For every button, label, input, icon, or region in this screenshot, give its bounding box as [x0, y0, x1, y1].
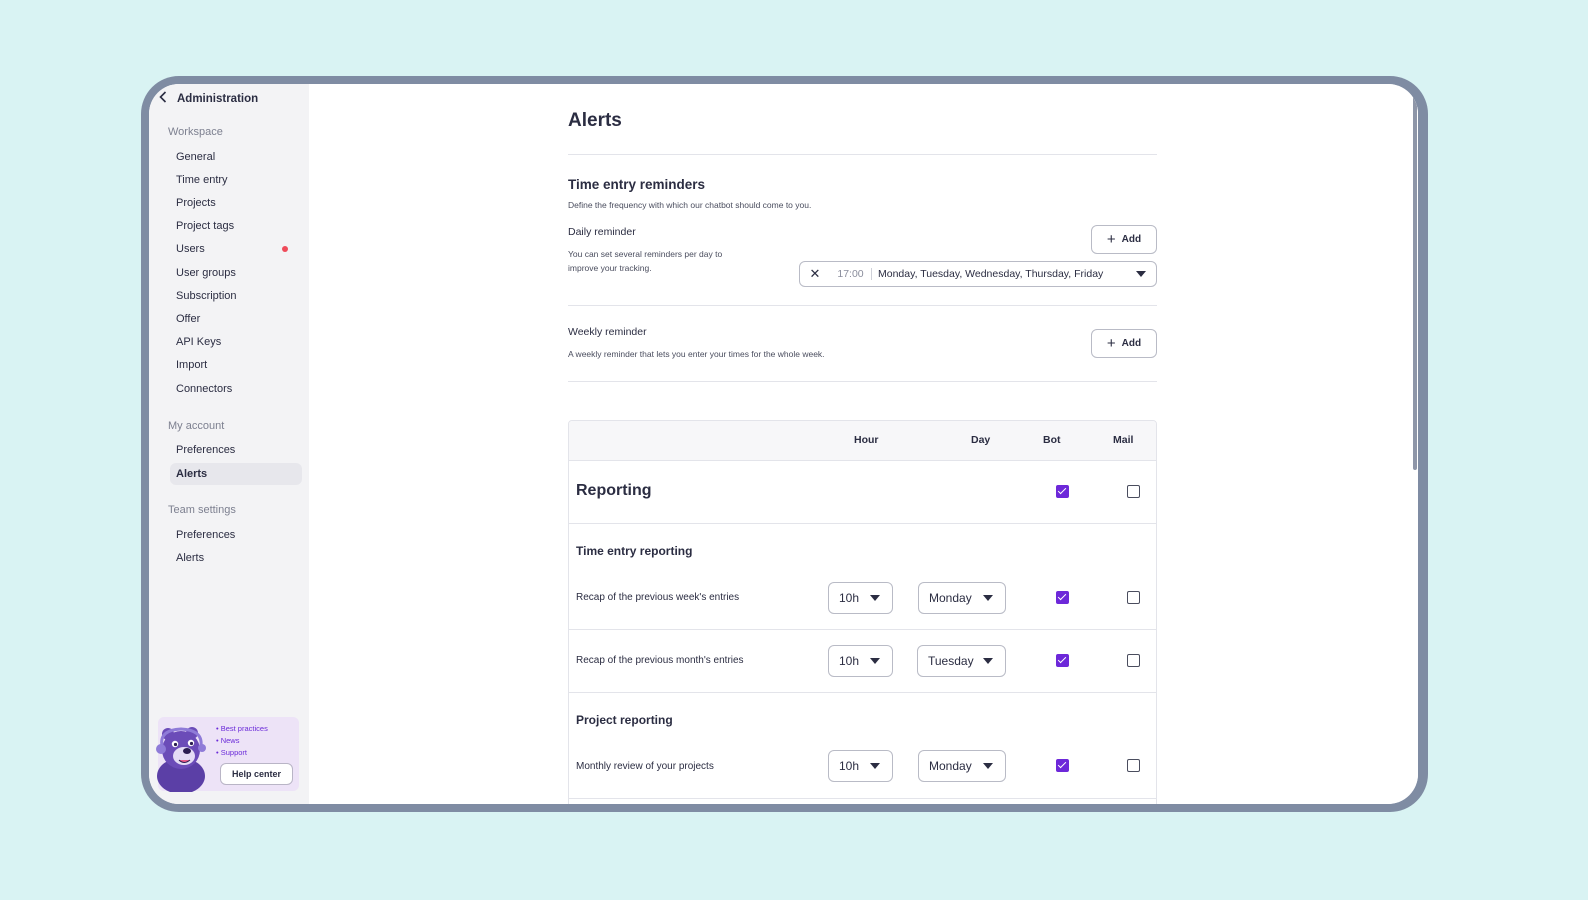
sidebar: Administration Workspace General Time en…	[149, 84, 309, 804]
column-hour: Hour	[854, 434, 879, 446]
chevron-down-icon	[983, 763, 993, 769]
day-select[interactable]: Tuesday	[917, 645, 1006, 677]
hour-select[interactable]: 10h	[828, 645, 893, 677]
sidebar-item-subscription[interactable]: Subscription	[176, 290, 237, 302]
device-frame: Administration Workspace General Time en…	[141, 76, 1428, 812]
group-title: Project reporting	[576, 713, 673, 727]
section-workspace: Workspace	[168, 126, 223, 138]
day-value: Tuesday	[928, 654, 974, 668]
chevron-down-icon[interactable]	[1126, 271, 1156, 277]
hour-select[interactable]: 10h	[828, 582, 893, 614]
section-team-settings: Team settings	[168, 504, 236, 516]
reminders-title: Time entry reminders	[568, 177, 706, 192]
table-row: Time entry reporting Recap of the previo…	[569, 524, 1156, 630]
back-label: Administration	[177, 92, 259, 105]
table-row: Project reporting Monthly review of your…	[569, 693, 1156, 799]
sidebar-item-team-alerts[interactable]: Alerts	[176, 552, 205, 564]
notification-dot	[282, 246, 288, 252]
main-content: Alerts Time entry reminders Define the f…	[309, 84, 1418, 804]
chevron-down-icon	[983, 658, 993, 664]
alerts-table: Hour Day Bot Mail Reporting Time entry r…	[568, 420, 1157, 804]
help-center-button[interactable]: Help center	[220, 763, 293, 785]
sidebar-item-api-keys[interactable]: API Keys	[176, 336, 222, 348]
reminder-time[interactable]: 17:00	[830, 268, 872, 280]
daily-reminder-desc-1: You can set several reminders per day to	[568, 249, 723, 259]
mail-checkbox[interactable]	[1127, 591, 1140, 604]
weekly-reminder-label: Weekly reminder	[568, 326, 647, 338]
help-link-best-practices[interactable]: Best practices	[216, 723, 268, 735]
plus-icon: +	[1106, 231, 1116, 248]
daily-reminder-entry[interactable]: ✕ 17:00 Monday, Tuesday, Wednesday, Thur…	[799, 261, 1157, 287]
sidebar-item-offer[interactable]: Offer	[176, 313, 201, 325]
reminders-subtitle: Define the frequency with which our chat…	[568, 200, 812, 210]
section-my-account: My account	[168, 420, 225, 432]
back-to-administration[interactable]: Administration	[159, 91, 258, 106]
day-select[interactable]: Monday	[918, 582, 1006, 614]
page-title: Alerts	[568, 110, 622, 131]
mail-checkbox[interactable]	[1127, 654, 1140, 667]
reporting-bot-checkbox[interactable]	[1056, 485, 1069, 498]
app-screen: Administration Workspace General Time en…	[149, 84, 1418, 804]
column-day: Day	[971, 434, 991, 446]
hour-select[interactable]: 10h	[828, 750, 893, 782]
hour-value: 10h	[839, 654, 860, 668]
column-mail: Mail	[1113, 434, 1134, 446]
bot-checkbox[interactable]	[1056, 591, 1069, 604]
reminder-days[interactable]: Monday, Tuesday, Wednesday, Thursday, Fr…	[878, 268, 1104, 280]
add-label: Add	[1121, 234, 1142, 245]
divider	[568, 305, 1157, 306]
row-label: Monthly review of your projects	[576, 761, 714, 772]
table-header: Hour Day Bot Mail	[569, 421, 1156, 461]
chevron-down-icon	[870, 658, 880, 664]
column-bot: Bot	[1043, 434, 1061, 446]
sidebar-item-projects[interactable]: Projects	[176, 197, 216, 209]
divider	[568, 381, 1157, 382]
sidebar-item-team-preferences[interactable]: Preferences	[176, 529, 236, 541]
daily-reminder-desc-2: improve your tracking.	[568, 263, 652, 273]
weekly-reminder-desc: A weekly reminder that lets you enter yo…	[568, 349, 825, 359]
sidebar-item-connectors[interactable]: Connectors	[176, 383, 233, 395]
sidebar-item-time-entry[interactable]: Time entry	[176, 174, 228, 186]
help-card: Best practices News Support Help center	[156, 717, 299, 792]
row-label: Recap of the previous month's entries	[576, 655, 744, 666]
sidebar-item-label: Users	[176, 243, 205, 255]
add-daily-reminder-button[interactable]: + Add	[1091, 225, 1157, 254]
reporting-section-row: Reporting	[569, 461, 1156, 524]
bear-mascot-icon	[156, 727, 206, 792]
hour-value: 10h	[839, 591, 860, 605]
day-value: Monday	[929, 591, 972, 605]
table-row: Recap of the previous month's entries 10…	[569, 630, 1156, 693]
divider	[568, 154, 1157, 155]
sidebar-item-general[interactable]: General	[176, 151, 216, 163]
bot-checkbox[interactable]	[1056, 654, 1069, 667]
bot-checkbox[interactable]	[1056, 759, 1069, 772]
reporting-mail-checkbox[interactable]	[1127, 485, 1140, 498]
row-label: Recap of the previous week's entries	[576, 592, 740, 603]
help-link-support[interactable]: Support	[216, 747, 268, 759]
daily-reminder-label: Daily reminder	[568, 226, 636, 238]
add-label: Add	[1121, 338, 1142, 349]
hour-value: 10h	[839, 759, 860, 773]
chevron-down-icon	[983, 595, 993, 601]
chevron-left-icon	[159, 91, 169, 106]
day-value: Monday	[929, 759, 972, 773]
group-title: Time entry reporting	[576, 544, 693, 558]
sidebar-item-user-groups[interactable]: User groups	[176, 267, 236, 279]
sidebar-item-users[interactable]: Users	[170, 238, 302, 260]
help-links: Best practices News Support	[216, 723, 268, 759]
plus-icon: +	[1106, 335, 1116, 352]
sidebar-item-account-preferences[interactable]: Preferences	[176, 444, 236, 456]
help-link-news[interactable]: News	[216, 735, 268, 747]
scrollbar[interactable]	[1413, 96, 1417, 470]
add-weekly-reminder-button[interactable]: + Add	[1091, 329, 1157, 358]
chevron-down-icon	[870, 595, 880, 601]
chevron-down-icon	[870, 763, 880, 769]
mail-checkbox[interactable]	[1127, 759, 1140, 772]
section-title: Reporting	[576, 482, 652, 499]
sidebar-item-account-alerts[interactable]: Alerts	[170, 463, 302, 485]
sidebar-item-project-tags[interactable]: Project tags	[176, 220, 235, 232]
sidebar-item-import[interactable]: Import	[176, 359, 208, 371]
remove-reminder-icon[interactable]: ✕	[809, 266, 821, 281]
day-select[interactable]: Monday	[918, 750, 1006, 782]
